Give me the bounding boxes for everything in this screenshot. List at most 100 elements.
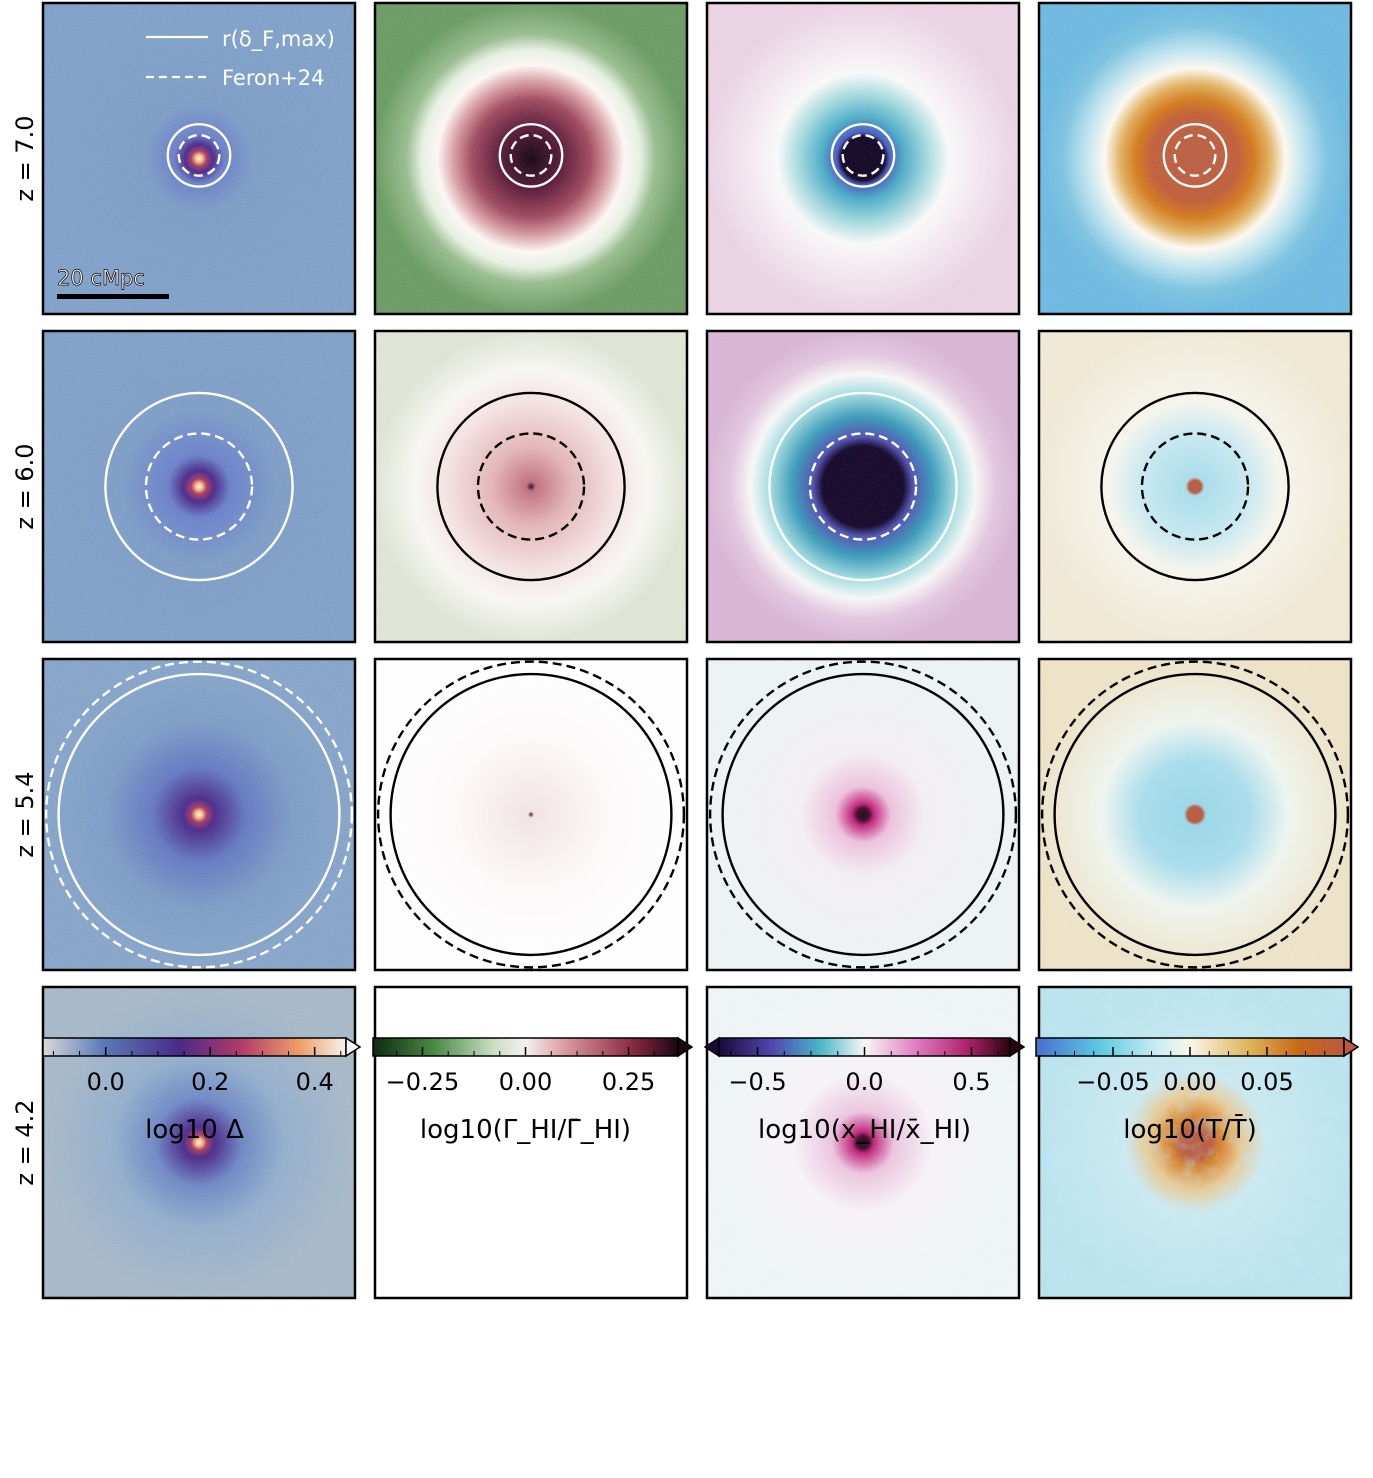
panel-frame — [41, 985, 357, 1300]
circle-feron24 — [708, 660, 1018, 969]
circle-feron24 — [476, 432, 586, 541]
circle-r-deltaF-max — [1162, 122, 1228, 188]
circle-r-deltaF-max — [721, 672, 1005, 957]
colorbars: 0.0 0.2 0.4 log10 Δ −0.25 0.00 0.25 log10(Γ_HI/… — [42, 1036, 1360, 1145]
panel-noise — [375, 3, 687, 314]
panel-frame — [1037, 1, 1353, 316]
panel-density-row-3 — [41, 657, 357, 972]
panel-noise — [375, 331, 687, 642]
panel-noise — [43, 3, 355, 314]
circle-feron24 — [808, 432, 918, 541]
circle-feron24 — [841, 133, 885, 177]
panel-noise — [1039, 331, 1351, 642]
row-label: z = 5.4 — [11, 771, 39, 857]
circle-r-deltaF-max — [830, 122, 896, 188]
colorbar-label: log10(Γ_HI/Γ̄_HI) — [420, 1115, 631, 1145]
panel-frame — [373, 1, 689, 316]
colorbar-tick-label: 0.0 — [87, 1068, 125, 1096]
panel-xhi-row-1 — [705, 1, 1021, 316]
panel-frame — [41, 329, 357, 644]
colorbar-tick-label: 0.2 — [191, 1068, 229, 1096]
circle-feron24 — [144, 432, 254, 541]
colorbar-extend-min — [703, 1036, 720, 1058]
panel-xhi-row-3 — [705, 657, 1021, 972]
circle-feron24 — [376, 660, 686, 969]
panel-frame — [373, 985, 689, 1300]
panel-frame — [41, 657, 357, 972]
circle-r-deltaF-max — [1053, 672, 1337, 957]
colorbar-1: 0.0 0.2 0.4 log10 Δ — [42, 1036, 362, 1145]
colorbar-label: log10(T/T̄) — [1123, 1113, 1257, 1145]
scale-bar-label: 20 cMpc — [57, 266, 145, 290]
panel-xhi-row-2 — [705, 329, 1021, 644]
circle-r-deltaF-max — [498, 122, 564, 188]
colorbar-tick-label: −0.5 — [728, 1068, 786, 1096]
circle-r-deltaF-max — [389, 672, 673, 957]
colorbar-tick-label: 0.00 — [1163, 1068, 1216, 1096]
panel-temperature-row-3 — [1037, 657, 1353, 972]
legend-solid-label: r(δ_F,max) — [222, 27, 335, 52]
colorbar-tick-label: 0.4 — [296, 1068, 334, 1096]
row-label: z = 7.0 — [11, 115, 39, 201]
panel-frame — [705, 985, 1021, 1300]
colorbar-extend-max — [677, 1036, 694, 1058]
panel-gamma-row-2 — [373, 329, 689, 644]
circle-r-deltaF-max — [57, 672, 341, 957]
panel-noise — [1039, 3, 1351, 314]
legend-dashed-label: Feron+24 — [222, 66, 325, 90]
row-labels: z = 7.0 z = 6.0 z = 5.4 z = 4.2 — [11, 115, 39, 1185]
panel-frame — [705, 1, 1021, 316]
panel-frame — [705, 657, 1021, 972]
panel-noise — [43, 659, 355, 970]
panel-frame — [1037, 985, 1353, 1300]
colorbar-label: log10(x_HI/x̄_HI) — [758, 1115, 971, 1145]
colorbar-tick-label: 0.5 — [952, 1068, 990, 1096]
circle-r-deltaF-max — [436, 391, 626, 582]
panel-noise — [707, 331, 1019, 642]
panel-noise — [43, 331, 355, 642]
colorbar-2: −0.25 0.00 0.25 log10(Γ_HI/Γ̄_HI) — [372, 1036, 694, 1145]
colorbar-tick-label: 0.0 — [845, 1068, 883, 1096]
scale-bar-line — [57, 294, 169, 299]
colorbar-extend-max — [1343, 1036, 1360, 1058]
colorbar-tick-label: 0.05 — [1240, 1068, 1293, 1096]
panel-temperature-row-2 — [1037, 329, 1353, 644]
panel-frame — [373, 657, 689, 972]
colorbar-extend-max — [345, 1036, 362, 1058]
colorbar-4: −0.05 0.00 0.05 log10(T/T̄) — [1035, 1036, 1360, 1145]
circle-r-deltaF-max — [104, 391, 294, 582]
circle-feron24 — [509, 133, 553, 177]
scale-bar: 20 cMpc — [57, 266, 169, 299]
circle-feron24 — [177, 133, 221, 177]
panel-gamma-row-1 — [373, 1, 689, 316]
circle-r-deltaF-max — [768, 391, 958, 582]
legend: r(δ_F,max) Feron+24 — [146, 27, 335, 90]
panel-noise — [1039, 659, 1351, 970]
colorbar-label: log10 Δ — [145, 1115, 244, 1145]
circle-r-deltaF-max — [1100, 391, 1290, 582]
panel-density-row-2 — [41, 329, 357, 644]
panel-gamma-row-3 — [373, 657, 689, 972]
panel-density-row-1 — [41, 1, 357, 316]
panel-frame — [373, 329, 689, 644]
panel-noise — [707, 659, 1019, 970]
colorbar-tick-label: −0.05 — [1076, 1068, 1150, 1096]
circle-feron24 — [44, 660, 354, 969]
row-label: z = 6.0 — [11, 443, 39, 529]
colorbar-3: −0.5 0.0 0.5 log10(x_HI/x̄_HI) — [703, 1036, 1026, 1145]
circle-r-deltaF-max — [166, 122, 232, 188]
panel-noise — [707, 3, 1019, 314]
panel-noise — [375, 659, 687, 970]
panel-temperature-row-1 — [1037, 1, 1353, 316]
circle-feron24 — [1040, 660, 1350, 969]
panel-frame — [41, 1, 357, 316]
colorbar-tick-label: 0.25 — [602, 1068, 655, 1096]
panel-frame — [1037, 657, 1353, 972]
colorbar-tick-label: −0.25 — [386, 1068, 460, 1096]
row-label: z = 4.2 — [11, 1099, 39, 1185]
circle-feron24 — [1173, 133, 1217, 177]
colorbar-extend-max — [1009, 1036, 1026, 1058]
panel-grid — [41, 1, 1353, 1300]
colorbar-tick-label: 0.00 — [499, 1068, 552, 1096]
